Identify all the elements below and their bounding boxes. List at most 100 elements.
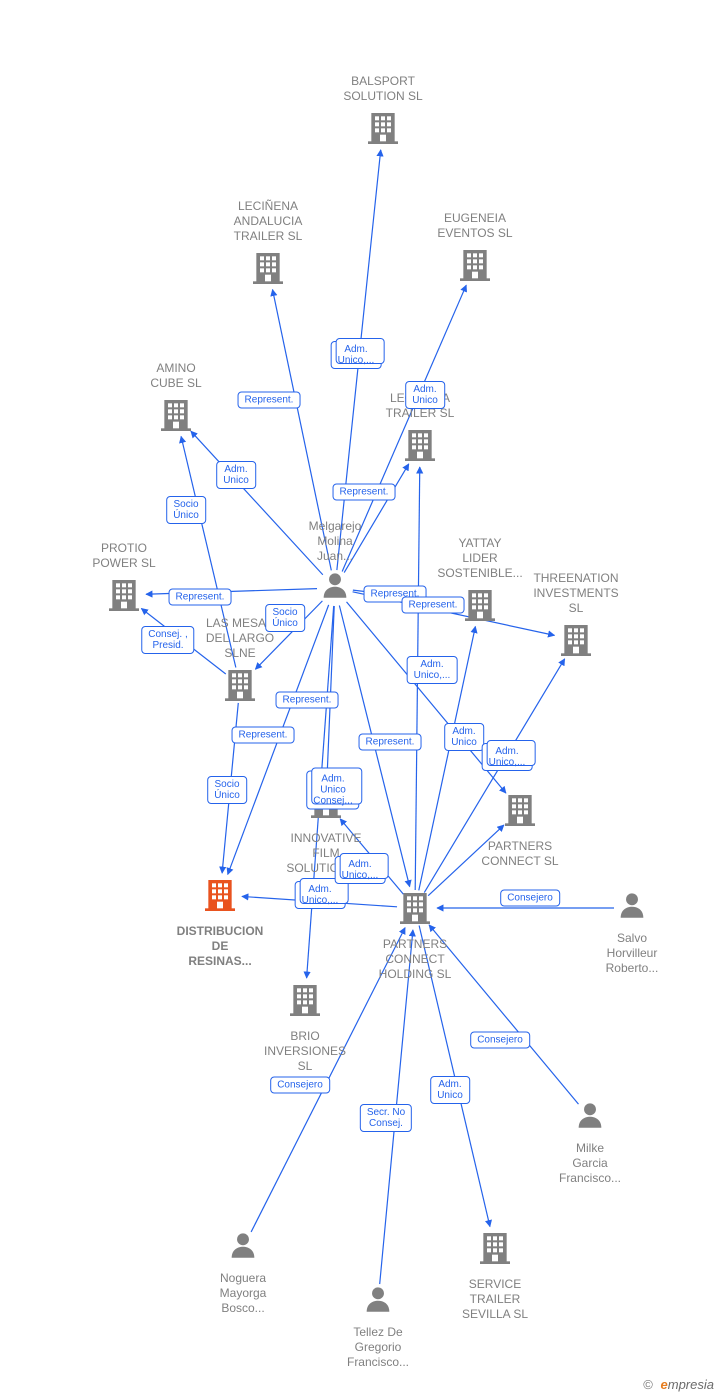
node-threenation: THREENATION INVESTMENTS SL (516, 571, 636, 665)
building-icon (500, 790, 540, 835)
node-tellez: Tellez De Gregorio Francisco... (318, 1282, 438, 1370)
node-partners_c: PARTNERS CONNECT SL (460, 790, 580, 869)
node-label: AMINO CUBE SL (116, 361, 236, 391)
edge-partners_h-distrib (242, 896, 397, 906)
edge-label: Consejero (500, 890, 560, 907)
node-lecinena_tr: LECIÑENA TRAILER SL (360, 391, 480, 470)
building-icon (363, 108, 403, 153)
node-label: BALSPORT SOLUTION SL (323, 74, 443, 104)
edge-label: Represent. (232, 727, 295, 744)
brand-letter: e (661, 1377, 668, 1392)
node-label: LAS MESAS DEL LARGO SLNE (180, 616, 300, 661)
node-label: Salvo Horvilleur Roberto... (572, 931, 692, 976)
edge-label: Adm. Unico,... (335, 856, 386, 884)
node-label: LECIÑENA TRAILER SL (360, 391, 480, 421)
node-eugeneia: EUGENEIA EVENTOS SL (415, 211, 535, 290)
edge-label: Adm. Unico (405, 381, 445, 409)
node-lasmesas: LAS MESAS DEL LARGO SLNE (180, 616, 300, 710)
person-icon (318, 568, 352, 607)
building-icon (475, 1228, 515, 1273)
node-service: SERVICE TRAILER SEVILLA SL (435, 1228, 555, 1322)
edge-partners_h-threenation (424, 659, 564, 893)
edge-label: Secr. No Consej. (360, 1104, 412, 1132)
building-icon (200, 875, 240, 920)
edge-noguera-partners_h (251, 928, 405, 1232)
building-icon (285, 980, 325, 1025)
edge-label: Represent. (276, 692, 339, 709)
edge-label: Adm. Unico,... (295, 881, 346, 909)
edge-label: Adm. Unico,... (331, 341, 382, 369)
edge-milke-partners_h (429, 925, 578, 1104)
edge-lasmesas-amino (181, 436, 236, 667)
node-label: Noguera Mayorga Bosco... (183, 1271, 303, 1316)
edge-melgarejo-distrib (228, 605, 329, 875)
node-label: BRIO INVERSIONES SL (245, 1029, 365, 1074)
edge-lasmesas-distrib (222, 703, 238, 873)
building-icon (556, 620, 596, 665)
edge-melgarejo-protio (146, 589, 317, 595)
node-innovative: INNOVATIVE FILM SOLUTIONS... (266, 782, 386, 876)
edge-melgarejo-eugeneia (342, 285, 466, 571)
building-icon (156, 395, 196, 440)
person-icon (361, 1282, 395, 1321)
node-label: PROTIO POWER SL (64, 541, 184, 571)
building-icon (395, 888, 435, 933)
edge-melgarejo-brio (307, 606, 334, 978)
person-icon (615, 888, 649, 927)
edge-label: Represent. (333, 484, 396, 501)
edge-lasmesas-protio (141, 608, 225, 673)
node-label: YATTAY LIDER SOSTENIBLE... (420, 536, 540, 581)
building-icon (455, 245, 495, 290)
node-label: SERVICE TRAILER SEVILLA SL (435, 1277, 555, 1322)
node-label: Milke Garcia Francisco... (530, 1141, 650, 1186)
edge-partners_h-yattay (419, 627, 476, 891)
node-label: PARTNERS CONNECT HOLDING SL (355, 937, 475, 982)
edge-label: Represent. (402, 597, 465, 614)
edge-label: Socio Único (207, 776, 247, 804)
edge-layer (0, 0, 728, 1400)
building-icon (400, 425, 440, 470)
building-icon (104, 575, 144, 620)
node-protio: PROTIO POWER SL (64, 541, 184, 620)
node-label: DISTRIBUCION DE RESINAS... (160, 924, 280, 969)
edge-label: Consejero (470, 1032, 530, 1049)
edge-partners_h-partners_c (428, 825, 504, 896)
node-label: THREENATION INVESTMENTS SL (516, 571, 636, 616)
edge-partners_h-innovative (340, 819, 403, 894)
node-distrib: DISTRIBUCION DE RESINAS... (160, 875, 280, 969)
watermark: © empresia (643, 1377, 714, 1392)
edge-melgarejo-yattay (353, 590, 458, 602)
node-label: Melgarejo Molina Juan... (275, 519, 395, 564)
building-icon (306, 782, 346, 827)
building-icon (220, 665, 260, 710)
node-label: PARTNERS CONNECT SL (460, 839, 580, 869)
edge-label: Consej. , Presid. (141, 626, 194, 654)
edge-melgarejo-innovative (327, 606, 334, 780)
edge-label: Represent. (364, 586, 427, 603)
copyright-symbol: © (643, 1377, 653, 1392)
edge-label: Socio Único (265, 604, 305, 632)
node-salvo: Salvo Horvilleur Roberto... (572, 888, 692, 976)
node-label: LECIÑENA ANDALUCIA TRAILER SL (208, 199, 328, 244)
edge-melgarejo-lecinena_and (273, 290, 332, 571)
node-melgarejo: Melgarejo Molina Juan... (275, 519, 395, 607)
building-icon (460, 585, 500, 630)
building-icon (248, 248, 288, 293)
node-label: INNOVATIVE FILM SOLUTIONS... (266, 831, 386, 876)
node-label: EUGENEIA EVENTOS SL (415, 211, 535, 241)
edge-partners_h-lecinena_tr (415, 467, 420, 890)
edge-label: Adm. Unico,... (482, 743, 533, 771)
edge-melgarejo-threenation (353, 592, 555, 636)
person-icon (226, 1228, 260, 1267)
edge-partners_h-service (419, 926, 490, 1227)
edge-label: Adm. Unico (216, 461, 256, 489)
edge-melgarejo-lecinena_tr (344, 464, 409, 573)
node-amino: AMINO CUBE SL (116, 361, 236, 440)
node-milke: Milke Garcia Francisco... (530, 1098, 650, 1186)
edge-melgarejo-balsport (337, 150, 381, 570)
node-lecinena_and: LECIÑENA ANDALUCIA TRAILER SL (208, 199, 328, 293)
edge-label: Consejero (270, 1077, 330, 1094)
node-partners_h: PARTNERS CONNECT HOLDING SL (355, 888, 475, 982)
edge-label: Adm. Unico (444, 723, 484, 751)
edge-melgarejo-lasmesas (255, 601, 322, 669)
